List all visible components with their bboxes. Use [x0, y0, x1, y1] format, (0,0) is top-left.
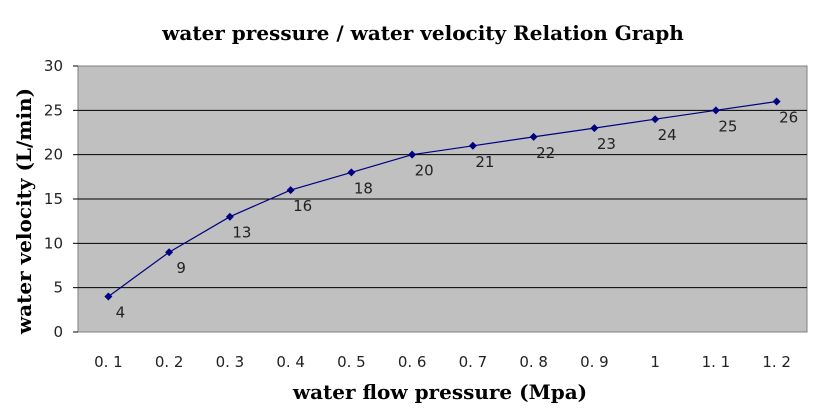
y-tick-label: 10 — [44, 234, 63, 252]
data-point-marker — [651, 115, 660, 124]
x-tick-label: 0. 4 — [276, 353, 305, 371]
y-tick-label: 20 — [44, 146, 63, 164]
x-tick-label: 0. 9 — [580, 353, 609, 371]
series-line — [108, 100, 777, 297]
y-axis-ticks: 0 5 10 15 20 25 30 — [44, 57, 78, 341]
y-tick-label: 25 — [44, 101, 63, 119]
data-label: 13 — [232, 224, 251, 242]
x-tick-label: 1. 2 — [762, 353, 791, 371]
y-tick-label: 30 — [44, 57, 63, 75]
data-label: 20 — [415, 162, 434, 180]
data-label: 24 — [658, 126, 677, 144]
data-point-marker — [468, 141, 477, 150]
data-point-marker — [104, 292, 113, 301]
x-axis-ticks: 0. 1 0. 2 0. 3 0. 4 0. 5 0. 6 0. 7 0. 8 0. 9 1 1. … — [94, 353, 791, 371]
x-tick-label: 0. 3 — [216, 353, 245, 371]
data-point-marker — [529, 132, 538, 141]
x-tick-label: 0. 1 — [94, 353, 123, 371]
data-point-marker — [286, 186, 295, 195]
data-label: 9 — [176, 259, 186, 277]
data-point-marker — [772, 97, 781, 106]
data-point-marker — [408, 150, 417, 159]
data-point-marker — [711, 106, 720, 115]
x-tick-label: 0. 7 — [459, 353, 488, 371]
data-label: 21 — [475, 153, 494, 171]
data-point-marker — [347, 168, 356, 177]
x-tick-label: 0. 6 — [398, 353, 427, 371]
y-tick-label: 0 — [53, 323, 63, 341]
x-tick-label: 0. 2 — [155, 353, 184, 371]
data-label: 23 — [597, 135, 616, 153]
data-label: 25 — [718, 117, 737, 135]
gridlines — [78, 109, 807, 289]
data-label: 18 — [354, 179, 373, 197]
y-axis-title: water velocity (L/min) — [12, 88, 36, 335]
x-tick-label: 0. 8 — [519, 353, 548, 371]
data-label: 26 — [779, 108, 798, 126]
data-labels: 4 9 13 16 18 20 21 22 23 24 25 26 — [116, 108, 799, 321]
series-layer — [104, 97, 781, 301]
data-label: 16 — [293, 197, 312, 215]
data-label: 22 — [536, 144, 555, 162]
y-tick-label: 5 — [53, 279, 63, 297]
data-point-marker — [590, 124, 599, 133]
y-tick-label: 15 — [44, 190, 63, 208]
x-tick-label: 1 — [650, 353, 660, 371]
chart-title: water pressure / water velocity Relation… — [161, 21, 684, 45]
x-tick-label: 1. 1 — [702, 353, 731, 371]
data-point-marker — [225, 212, 234, 221]
data-label: 4 — [116, 304, 126, 322]
x-axis-title: water flow pressure (Mpa) — [292, 380, 587, 404]
x-tick-label: 0. 5 — [337, 353, 366, 371]
data-point-marker — [165, 248, 174, 257]
